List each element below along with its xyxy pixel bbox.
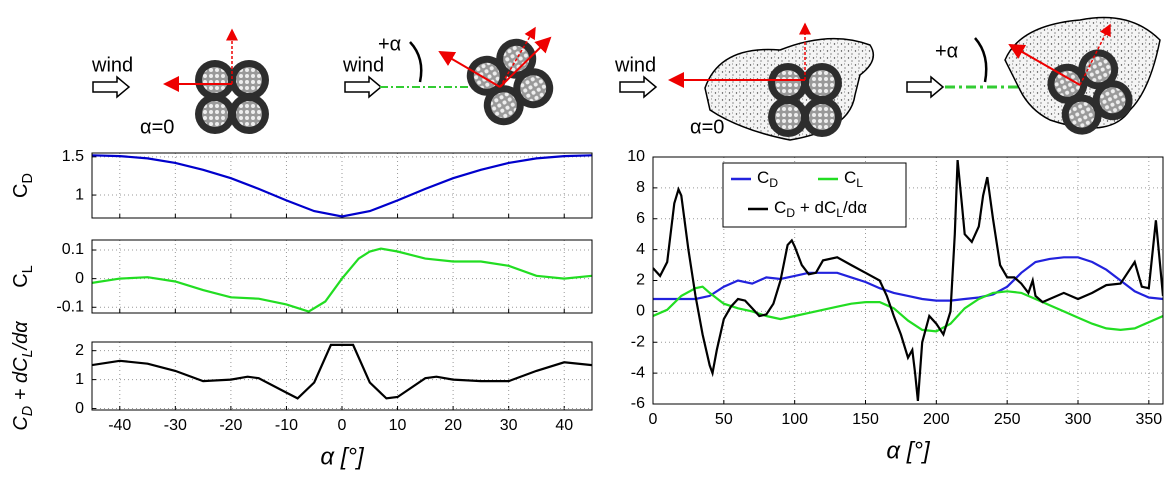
label-part: L	[20, 349, 36, 357]
x-tick-label: 250	[994, 411, 1021, 428]
data-line	[92, 154, 592, 218]
axes-frame	[91, 152, 593, 219]
label-part: + dC	[10, 357, 32, 406]
label-part: L	[836, 206, 843, 220]
x-tick-label: 0	[338, 417, 347, 434]
angle-label: +α	[935, 40, 958, 62]
data-line	[653, 159, 1163, 402]
drag-arrow	[1008, 44, 1081, 86]
y-axis-label: CL	[10, 265, 36, 287]
x-tick-label: 100	[781, 411, 808, 428]
label-part: L	[856, 176, 863, 190]
legend-label: CD + dCL/dα	[774, 198, 867, 220]
y-tick-label: 10	[627, 148, 645, 165]
label-part: D	[20, 173, 36, 183]
illustrations: wind α=0 wind +α wind α=0 +α	[91, 16, 1161, 142]
angle-arc	[409, 41, 423, 83]
legend-box	[722, 162, 907, 228]
data-line	[92, 247, 592, 313]
chart: 1 1.5 CD	[10, 148, 593, 219]
x-axis-label: α [°]	[320, 443, 365, 470]
y-axis-label: CD + dCL/dα	[10, 321, 36, 431]
angle-arc	[974, 37, 988, 83]
y-tick-label: 8	[636, 179, 645, 196]
x-tick-label: 200	[923, 411, 950, 428]
x-tick-label: -20	[219, 417, 242, 434]
axes-frame	[91, 239, 593, 314]
legend-label: CD	[757, 168, 778, 190]
x-tick-label: 350	[1135, 411, 1162, 428]
y-tick-label: 0	[75, 400, 84, 417]
x-tick-label: -40	[108, 417, 131, 434]
cable-bundle	[459, 31, 561, 133]
x-tick-label: -30	[164, 417, 187, 434]
y-tick-label: -0.1	[56, 298, 84, 315]
wind-arrow	[344, 76, 382, 98]
chart: -0.1 0 0.1 CL	[10, 239, 593, 316]
y-tick-label: 1	[75, 186, 84, 203]
wind-arrow	[619, 76, 657, 98]
x-tick-label: 0	[649, 411, 658, 428]
lift-arrow	[499, 26, 536, 88]
x-tick-label: 20	[444, 417, 462, 434]
force-arrow	[499, 36, 552, 88]
wind-label: wind	[614, 54, 656, 76]
wind-label: wind	[91, 54, 133, 76]
y-tick-label: 1.5	[62, 148, 84, 165]
chart: 0 50 100 150 200 250 300 350 -6 -4 -2 0 2 4 6 8 10 α [°] C…	[627, 148, 1164, 464]
label-part: D	[20, 406, 36, 416]
label-part: D	[769, 176, 778, 190]
y-tick-label: 0	[75, 270, 84, 287]
chart: -40 -30 -20 -10 0 10 20 30 40 0 1 2 CD + dCL/dα α [°]	[10, 321, 593, 470]
label-part: L	[20, 265, 36, 273]
x-tick-label: 10	[389, 417, 407, 434]
label-part: /dα	[843, 198, 867, 217]
angle-label: α=0	[140, 116, 174, 138]
label-part: C	[10, 273, 32, 287]
wind-arrow	[92, 76, 130, 98]
lift-arrow	[1079, 23, 1111, 86]
axes-frame	[91, 341, 593, 411]
data-line	[92, 343, 592, 400]
y-tick-label: -4	[631, 364, 645, 381]
x-tick-label: 300	[1065, 411, 1092, 428]
angle-label: +α	[378, 33, 401, 55]
label-part: D	[786, 206, 795, 220]
legend-label: CL	[844, 168, 863, 190]
x-tick-label: 40	[555, 417, 573, 434]
y-tick-label: -2	[631, 333, 645, 350]
wind-label: wind	[342, 54, 384, 76]
y-tick-label: 4	[636, 241, 645, 258]
label-part: C	[844, 168, 856, 187]
y-tick-label: 0.1	[62, 241, 84, 258]
angle-label: α=0	[690, 116, 724, 138]
wind-arrow	[906, 76, 944, 98]
axes-frame	[652, 156, 1164, 405]
label-part: C	[10, 416, 32, 431]
data-line	[653, 285, 1163, 333]
x-tick-label: 30	[500, 417, 518, 434]
drag-arrow	[438, 50, 501, 88]
y-tick-label: 1	[75, 371, 84, 388]
x-tick-label: 150	[852, 411, 879, 428]
y-tick-label: 2	[75, 342, 84, 359]
y-axis-label: CD	[10, 173, 36, 198]
y-tick-label: -6	[631, 395, 645, 412]
x-axis-label: α [°]	[886, 437, 931, 464]
label-part: C	[10, 183, 32, 197]
y-tick-label: 2	[636, 272, 645, 289]
label-part: C	[757, 168, 769, 187]
plot-area	[92, 342, 592, 410]
label-part: + dC	[795, 198, 836, 217]
x-tick-label: 50	[715, 411, 733, 428]
x-tick-label: -10	[275, 417, 298, 434]
data-line	[653, 256, 1163, 302]
y-tick-label: 6	[636, 210, 645, 227]
label-part: /dα	[10, 321, 32, 352]
label-part: C	[774, 198, 786, 217]
y-tick-label: 0	[636, 303, 645, 320]
